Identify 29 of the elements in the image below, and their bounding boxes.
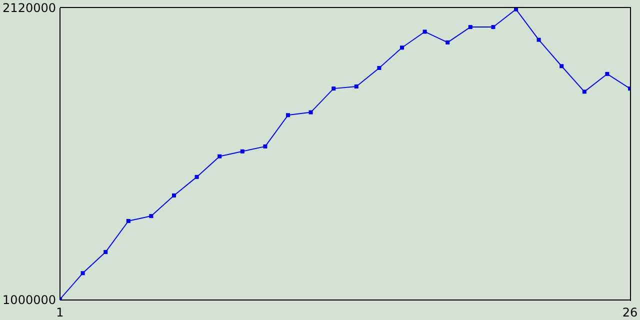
point [104, 250, 108, 254]
point [582, 90, 586, 94]
x-tick-label: 26 [622, 306, 638, 320]
point [194, 174, 199, 179]
point [286, 113, 290, 118]
x-tick-label: 1 [56, 306, 64, 320]
point [560, 64, 564, 68]
point [605, 72, 610, 76]
point [172, 193, 176, 198]
point [491, 25, 496, 30]
point [468, 25, 472, 30]
point [218, 154, 222, 158]
point [240, 149, 244, 154]
point [422, 30, 427, 34]
point [446, 40, 450, 44]
y-tick-label: 1000000 [2, 293, 56, 307]
point [536, 38, 541, 42]
point [80, 271, 85, 276]
point [354, 84, 358, 88]
point [377, 66, 382, 70]
point [308, 110, 313, 114]
line-series [60, 8, 630, 300]
point [400, 46, 404, 50]
point [149, 214, 154, 218]
point [263, 144, 268, 148]
point [332, 86, 336, 91]
point [514, 8, 518, 12]
point [126, 219, 130, 224]
y-tick-label: 2120000 [2, 1, 56, 15]
